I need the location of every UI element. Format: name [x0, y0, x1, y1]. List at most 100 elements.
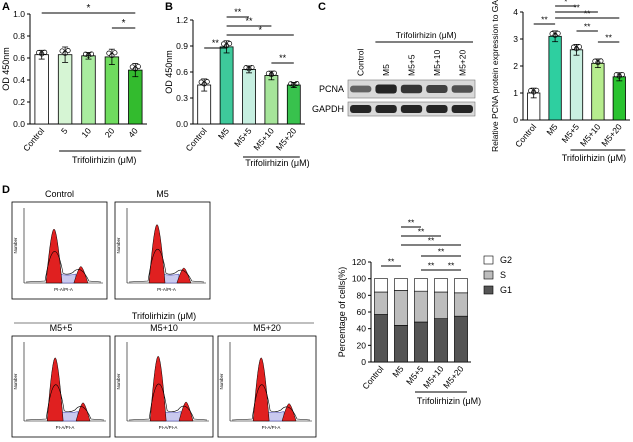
bar — [34, 54, 49, 125]
data-point — [88, 51, 95, 57]
data-point — [271, 70, 277, 76]
blot-band-pcna — [400, 84, 423, 94]
stacked-bar-segment — [434, 318, 448, 363]
histogram-trace — [128, 383, 208, 421]
data-point — [204, 79, 210, 85]
data-point — [59, 48, 65, 54]
data-point — [294, 81, 300, 87]
sig-marker: ** — [605, 33, 612, 43]
panel-label-b: B — [165, 1, 173, 13]
blot-band-pcna — [451, 85, 473, 93]
histogram-frame — [11, 201, 108, 300]
flow-histograms: D Control PI-A/PI-A Number M5 PI-A/PI-A Number… — [2, 184, 317, 438]
bar — [219, 46, 234, 125]
y-tick-label: 60 — [357, 307, 367, 317]
group-label: Trifolirhizin (μM) — [245, 158, 309, 168]
histogram-x-label: PI-A/PI-A — [157, 287, 176, 292]
bar — [548, 35, 562, 121]
data-point — [42, 49, 48, 55]
data-point — [82, 51, 89, 57]
blot-row-label-gapdh: GAPDH — [312, 104, 344, 114]
data-point — [555, 30, 561, 36]
blot-band-gapdh — [400, 105, 423, 113]
sig-marker: * — [122, 18, 126, 29]
x-tick-label: 20 — [103, 126, 117, 140]
histogram-x-label: PI-A/PI-A — [54, 287, 73, 292]
stacked-bar-segment — [434, 278, 448, 293]
x-tick-label: Control — [513, 122, 538, 150]
blot-lane-label: M5+20 — [457, 50, 467, 76]
data-point — [592, 58, 598, 64]
y-axis-label: OD 450nm — [164, 50, 174, 94]
sig-marker: ** — [212, 38, 220, 48]
stacked-bar-segment — [414, 321, 428, 363]
histogram-title: M5 — [156, 189, 169, 199]
stacked-bar-segment — [454, 315, 468, 363]
sig-marker: ** — [438, 247, 445, 257]
y-tick-label: 40 — [357, 324, 367, 334]
blot-band-pcna — [350, 85, 372, 93]
data-point — [268, 72, 274, 78]
bar — [57, 54, 73, 125]
sig-marker: ** — [573, 3, 580, 13]
data-point — [85, 52, 92, 58]
histogram-g2-peak — [281, 403, 297, 422]
data-point — [549, 31, 555, 37]
histogram-2: M5 PI-A/PI-A Number — [114, 189, 211, 300]
histogram-g1-peak — [148, 224, 166, 284]
legend-label: G1 — [500, 285, 512, 295]
y-tick-label: 80 — [357, 290, 367, 300]
sig-marker: ** — [428, 261, 435, 271]
data-point — [595, 59, 601, 66]
legend-swatch — [483, 255, 494, 265]
y-tick-label: 0.8 — [13, 31, 25, 41]
x-tick-label: Control — [360, 364, 385, 392]
histogram-title: M5+10 — [150, 323, 178, 333]
sig-marker: ** — [448, 261, 455, 271]
x-tick-label: 10 — [79, 126, 93, 140]
histogram-title: Control — [45, 189, 74, 199]
histogram-y-label: Number — [116, 373, 121, 390]
sig-marker: ** — [388, 257, 395, 267]
stacked-bar-segment — [394, 325, 408, 363]
y-tick-label: 0.0 — [13, 119, 25, 129]
bar — [242, 69, 256, 125]
panel-c: C01234Relative PCNA protein expression t… — [490, 0, 630, 163]
histogram-y-label: Number — [219, 373, 224, 390]
data-point — [249, 64, 255, 71]
y-tick-label: 2 — [513, 61, 518, 71]
histogram-y-label: Number — [13, 373, 18, 390]
blot-band-pcna — [426, 85, 448, 93]
blot-band-pcna — [375, 84, 397, 94]
y-tick-label: 0 — [361, 357, 366, 367]
data-point — [576, 44, 583, 50]
bar — [104, 56, 120, 125]
y-tick-label: 0.9 — [176, 41, 188, 51]
sig-marker: ** — [408, 218, 415, 228]
y-tick-label: 120 — [352, 257, 366, 267]
x-tick-label: M5+20 — [599, 122, 624, 149]
x-tick-label: M5+20 — [274, 126, 299, 153]
x-tick-label: Control — [21, 126, 46, 154]
legend-swatch — [483, 285, 494, 295]
histogram-frame — [114, 201, 211, 300]
x-tick-label: M5+5 — [232, 126, 254, 149]
bar — [591, 62, 605, 121]
blot-row-label-pcna: PCNA — [319, 84, 344, 94]
histogram-group-label: Trifolirhizin (μM) — [132, 311, 196, 321]
y-tick-label: 0.6 — [13, 53, 25, 63]
data-point — [109, 52, 115, 59]
bar — [264, 75, 279, 125]
blot-band-gapdh — [426, 105, 448, 113]
histogram-y-label: Number — [13, 237, 18, 254]
x-tick-label: M5+10 — [421, 364, 446, 391]
y-tick-label: 1.0 — [13, 9, 25, 19]
histogram-g2-peak — [75, 402, 91, 422]
x-tick-label: Control — [183, 126, 208, 154]
blot-band-gapdh — [350, 105, 372, 113]
x-tick-label: 40 — [126, 126, 140, 140]
blot-band-gapdh — [451, 105, 473, 113]
